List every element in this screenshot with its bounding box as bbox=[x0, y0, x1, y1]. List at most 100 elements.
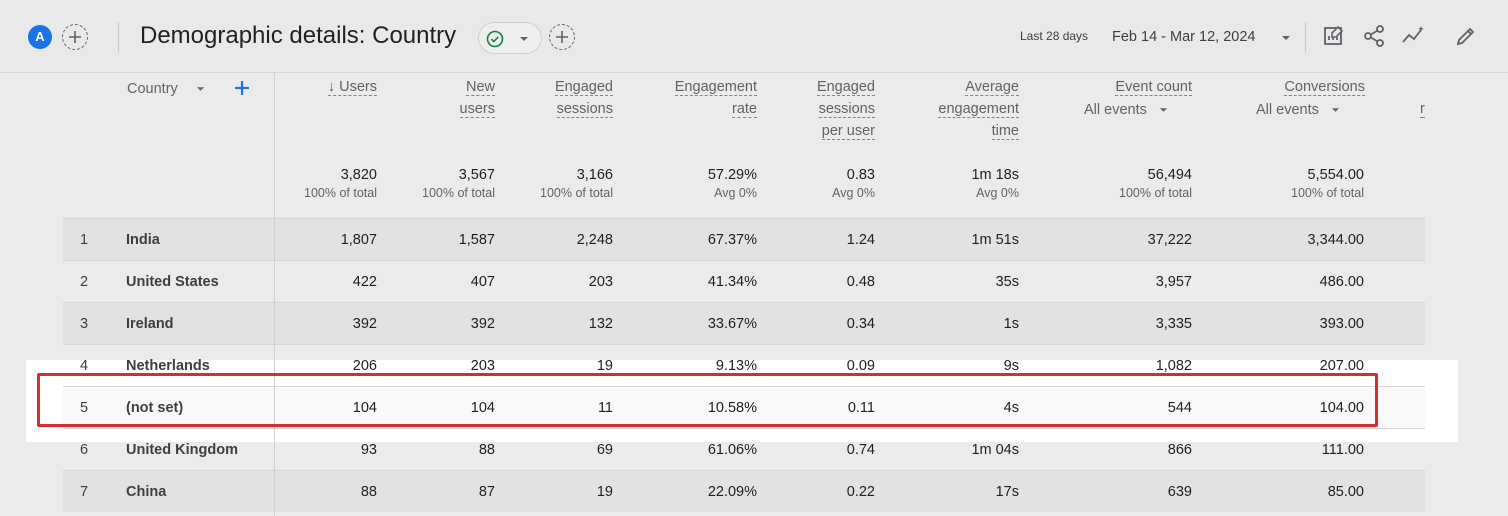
cell-engaged-sessions-per-user: 1.24 bbox=[846, 232, 875, 248]
table-row[interactable]: 1 India 1,807 1,587 2,248 67.37% 1.24 1m 51s 37,… bbox=[63, 218, 1425, 260]
check-circle-icon bbox=[486, 30, 504, 48]
country-name[interactable]: United States bbox=[126, 274, 219, 290]
date-dropdown-icon[interactable] bbox=[1281, 35, 1291, 41]
column-header-label: sessions bbox=[818, 101, 875, 118]
column-header-event-count[interactable]: Event count bbox=[1115, 76, 1192, 98]
country-name[interactable]: Netherlands bbox=[126, 358, 210, 374]
column-header-label: r bbox=[1420, 101, 1425, 118]
cell-engagement-rate: 22.09% bbox=[707, 484, 757, 500]
country-name[interactable]: United Kingdom bbox=[126, 442, 238, 458]
column-divider bbox=[274, 73, 275, 516]
cell-new-users: 104 bbox=[470, 400, 495, 416]
cell-avg-engagement-time: 1m 04s bbox=[971, 442, 1019, 458]
chevron-down-icon bbox=[1331, 108, 1340, 112]
column-header-conversions[interactable]: Conversions bbox=[1284, 76, 1365, 98]
column-header-label: ↓ Users bbox=[327, 79, 377, 96]
cell-event-count: 866 bbox=[1167, 442, 1192, 458]
total-percent: 100% of total bbox=[304, 186, 377, 200]
cell-engaged-sessions: 203 bbox=[588, 274, 613, 290]
column-header-new-users[interactable]: New users bbox=[459, 76, 495, 120]
share-icon[interactable] bbox=[1362, 24, 1386, 48]
cell-engaged-sessions-per-user: 0.74 bbox=[846, 442, 875, 458]
total-percent: 100% of total bbox=[540, 186, 613, 200]
column-header-label: time bbox=[991, 123, 1019, 140]
cell-conversions: 486.00 bbox=[1319, 274, 1364, 290]
cell-engaged-sessions-per-user: 0.22 bbox=[846, 484, 875, 500]
total-percent: 100% of total bbox=[1119, 186, 1192, 200]
cell-engaged-sessions-per-user: 0.11 bbox=[847, 400, 875, 416]
add-dimension-icon[interactable] bbox=[235, 81, 249, 95]
customize-report-icon[interactable] bbox=[1322, 24, 1346, 48]
event-count-event-selector[interactable]: All events bbox=[1084, 102, 1168, 118]
status-filter-dropdown[interactable] bbox=[478, 22, 542, 54]
total-value: 5,554.00 bbox=[1307, 167, 1364, 183]
column-header-engaged-sessions[interactable]: Engaged sessions bbox=[554, 76, 613, 120]
chevron-down-icon bbox=[196, 87, 204, 91]
add-comparison-button[interactable] bbox=[62, 24, 88, 50]
page-title: Demographic details: Country bbox=[140, 22, 457, 49]
total-engagement-rate: 57.29% Avg 0% bbox=[708, 167, 757, 200]
highlight-annotation-box bbox=[37, 373, 1378, 427]
column-header-users[interactable]: ↓ Users bbox=[327, 76, 377, 98]
country-name[interactable]: (not set) bbox=[126, 400, 184, 416]
total-value: 56,494 bbox=[1147, 167, 1192, 183]
edit-pencil-icon[interactable] bbox=[1454, 24, 1478, 48]
cell-engaged-sessions: 11 bbox=[597, 400, 613, 416]
column-header-engagement-rate[interactable]: Engagement rate bbox=[674, 76, 757, 120]
total-percent: Avg 0% bbox=[714, 186, 757, 200]
cell-engaged-sessions: 19 bbox=[596, 358, 613, 374]
cell-new-users: 407 bbox=[470, 274, 495, 290]
cell-avg-engagement-time: 1s bbox=[1003, 316, 1019, 332]
cell-avg-engagement-time: 17s bbox=[995, 484, 1019, 500]
column-header-label: New bbox=[465, 79, 495, 96]
cell-users: 422 bbox=[352, 274, 377, 290]
date-range-value[interactable]: Feb 14 - Mar 12, 2024 bbox=[1112, 29, 1256, 45]
chevron-down-icon bbox=[520, 37, 528, 41]
row-index: 3 bbox=[80, 316, 89, 332]
total-engaged-sessions: 3,166 100% of total bbox=[540, 167, 613, 200]
cell-conversions: 111.00 bbox=[1321, 442, 1364, 458]
cell-engaged-sessions: 132 bbox=[588, 316, 613, 332]
table-row[interactable]: 4 Netherlands 206 203 19 9.13% 0.09 9s 1,082 207.… bbox=[63, 344, 1425, 386]
date-preset-label[interactable]: Last 28 days bbox=[1020, 29, 1089, 43]
cell-new-users: 392 bbox=[470, 316, 495, 332]
cell-avg-engagement-time: 9s bbox=[1003, 358, 1019, 374]
column-header-truncated[interactable]: r bbox=[1420, 98, 1425, 120]
cell-event-count: 3,335 bbox=[1155, 316, 1192, 332]
table-row[interactable]: 6 United Kingdom 93 88 69 61.06% 0.74 1m 04s 866… bbox=[63, 428, 1425, 470]
cell-engaged-sessions: 2,248 bbox=[576, 232, 613, 248]
cell-event-count: 3,957 bbox=[1155, 274, 1192, 290]
dimension-selector[interactable]: Country bbox=[127, 81, 205, 97]
table-row[interactable]: 7 China 88 87 19 22.09% 0.22 17s 639 85.00 bbox=[63, 470, 1425, 512]
row-index: 1 bbox=[80, 232, 89, 248]
column-header-engaged-sessions-per-user[interactable]: Engaged sessions per user bbox=[816, 76, 875, 142]
plus-icon bbox=[69, 31, 81, 43]
conversions-event-selector[interactable]: All events bbox=[1256, 102, 1340, 118]
country-name[interactable]: China bbox=[126, 484, 167, 500]
country-name[interactable]: India bbox=[126, 232, 160, 248]
report-header: A Demographic details: Country Last 28 d… bbox=[0, 0, 1508, 73]
country-name[interactable]: Ireland bbox=[126, 316, 174, 332]
table-header: Country ↓ Users New users Engaged sessio… bbox=[30, 73, 1508, 218]
cell-users: 392 bbox=[352, 316, 377, 332]
table-row[interactable]: 2 United States 422 407 203 41.34% 0.48 35s 3,95… bbox=[63, 260, 1425, 302]
cell-engaged-sessions: 69 bbox=[596, 442, 613, 458]
cell-engagement-rate: 9.13% bbox=[715, 358, 757, 374]
insights-icon[interactable] bbox=[1401, 24, 1427, 48]
table-row[interactable]: 3 Ireland 392 392 132 33.67% 0.34 1s 3,335 393.00 bbox=[63, 302, 1425, 344]
column-header-average-engagement-time[interactable]: Average engagement time bbox=[938, 76, 1019, 142]
row-index: 6 bbox=[80, 442, 89, 458]
column-header-label: Engaged bbox=[816, 79, 875, 96]
cell-new-users: 1,587 bbox=[458, 232, 495, 248]
cell-engaged-sessions-per-user: 0.09 bbox=[846, 358, 875, 374]
table-row[interactable]: 5 (not set) 104 104 11 10.58% 0.11 4s 544 104.00 bbox=[63, 386, 1425, 428]
row-index: 5 bbox=[80, 400, 89, 416]
cell-conversions: 207.00 bbox=[1319, 358, 1364, 374]
total-average-engagement-time: 1m 18s Avg 0% bbox=[971, 167, 1019, 200]
add-filter-button[interactable] bbox=[549, 24, 575, 50]
row-index: 2 bbox=[80, 274, 89, 290]
dimension-label: Country bbox=[127, 81, 178, 97]
total-value: 57.29% bbox=[707, 167, 757, 183]
cell-new-users: 87 bbox=[478, 484, 495, 500]
property-avatar[interactable]: A bbox=[28, 25, 52, 49]
